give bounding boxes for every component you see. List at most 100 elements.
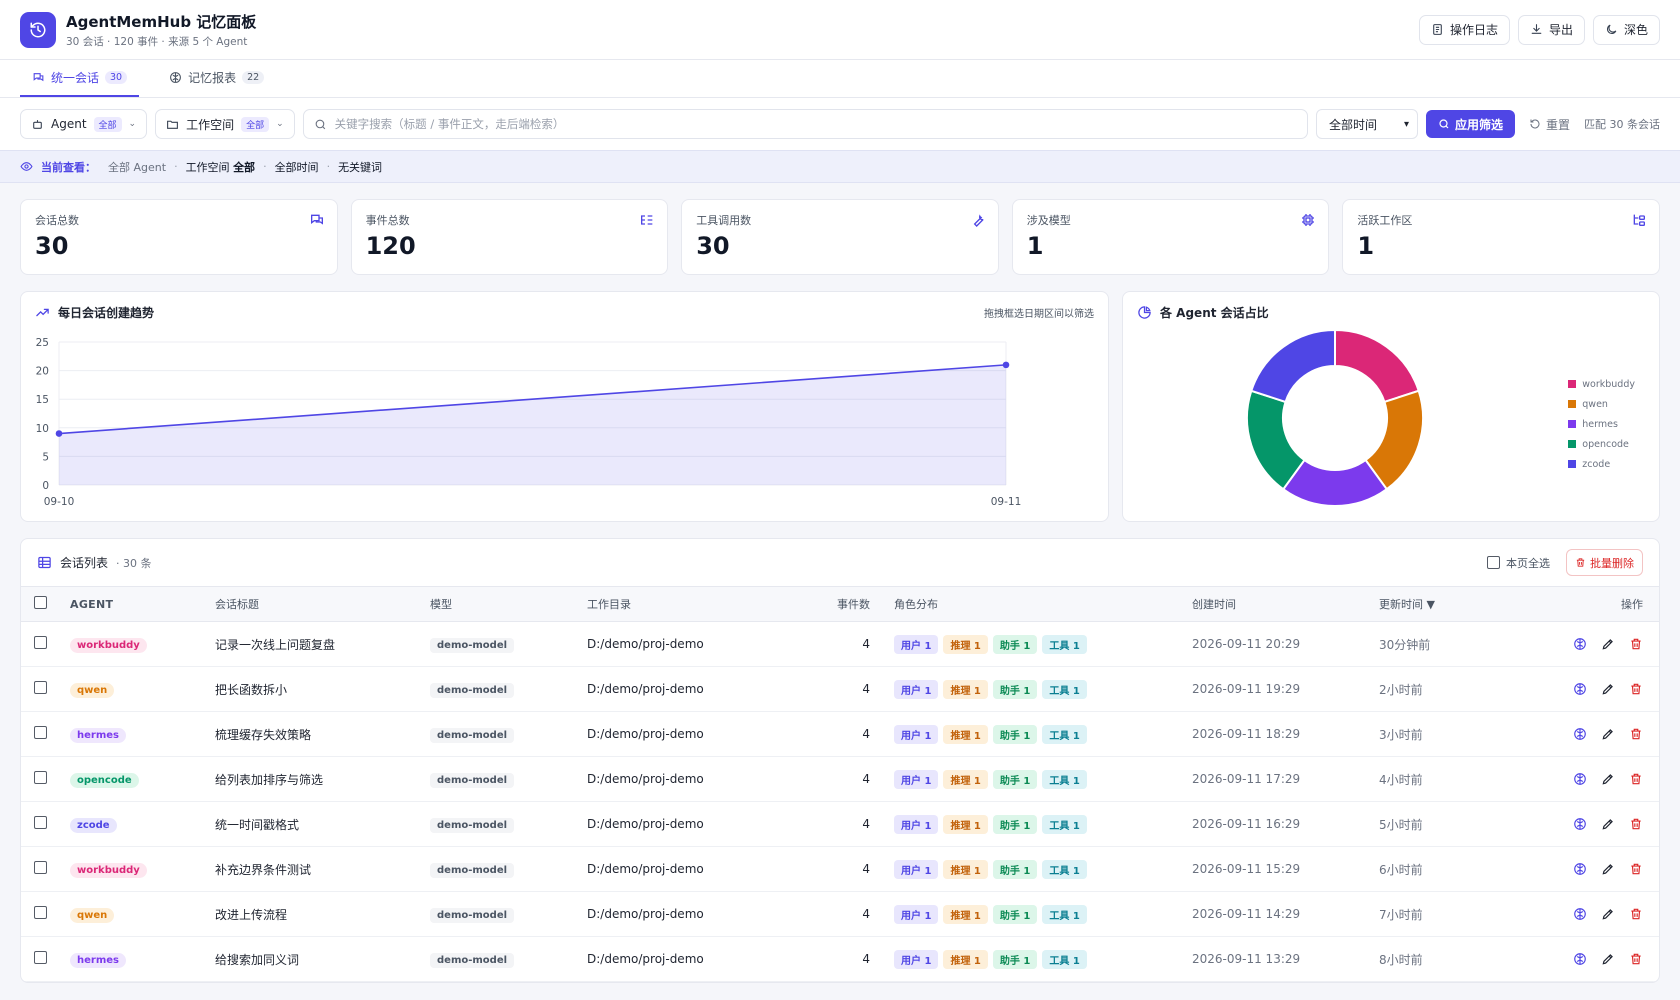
export-button[interactable]: 导出 (1517, 14, 1585, 45)
row-checkbox[interactable] (34, 906, 47, 919)
search-icon (1439, 119, 1449, 129)
bulk-delete-button[interactable]: 批量删除 (1566, 549, 1643, 576)
legend-item-opencode[interactable]: opencode (1568, 434, 1635, 454)
table-row[interactable]: workbuddy 补充边界条件测试 demo-model D:/demo/proj-… (21, 847, 1659, 892)
pencil-icon[interactable] (1601, 907, 1615, 921)
row-checkbox[interactable] (34, 816, 47, 829)
model-tag: demo-model (430, 908, 515, 923)
pencil-icon[interactable] (1601, 817, 1615, 831)
session-title[interactable]: 记录一次线上问题复盘 (215, 637, 336, 652)
row-checkbox[interactable] (34, 951, 47, 964)
search-placeholder: 关键字搜索（标题 / 事件正文，走后端检索） (334, 117, 565, 131)
legend-item-hermes[interactable]: hermes (1568, 414, 1635, 434)
row-checkbox[interactable] (34, 771, 47, 784)
table-row[interactable]: qwen 改进上传流程 demo-model D:/demo/proj-demo 4 用户… (21, 892, 1659, 937)
select-page-toggle[interactable]: 本页全选 (1487, 555, 1550, 571)
created-time: 2026-09-11 14:29 (1192, 907, 1301, 921)
session-title[interactable]: 给搜索加同义词 (215, 952, 300, 967)
event-count: 4 (862, 682, 870, 696)
trend-chart-plot[interactable]: 0 5 10 15 20 25 09-10 09-11 (21, 326, 1108, 521)
trash-icon[interactable] (1629, 637, 1643, 651)
select-page-checkbox[interactable] (1487, 556, 1500, 569)
work-dir: D:/demo/proj-demo (587, 637, 704, 651)
column-header-agent[interactable]: AGENT (70, 597, 114, 611)
table-row[interactable]: zcode 统一时间戳格式 demo-model D:/demo/proj-demo 4… (21, 802, 1659, 847)
trend-point[interactable] (1002, 361, 1010, 369)
trend-chart-card[interactable]: 每日会话创建趋势 拖拽框选日期区间以筛选 0 5 10 15 20 25 09-10 09-1… (20, 291, 1109, 522)
legend-item-zcode[interactable]: zcode (1568, 454, 1635, 474)
session-title[interactable]: 梳理缓存失效策略 (215, 727, 312, 742)
trash-icon[interactable] (1629, 817, 1643, 831)
column-header-model[interactable]: 模型 (430, 598, 452, 611)
work-dir: D:/demo/proj-demo (587, 817, 704, 831)
session-title[interactable]: 把长函数拆小 (215, 682, 288, 697)
session-title[interactable]: 改进上传流程 (215, 907, 288, 922)
pencil-icon[interactable] (1601, 772, 1615, 786)
brain-icon[interactable] (1573, 727, 1587, 741)
table-row[interactable]: workbuddy 记录一次线上问题复盘 demo-model D:/demo/pro… (21, 622, 1659, 667)
role-badge: 工具 1 (1042, 769, 1087, 789)
search-input[interactable]: 关键字搜索（标题 / 事件正文，走后端检索） (302, 109, 1308, 139)
work-dir: D:/demo/proj-demo (587, 682, 704, 696)
donut-slice-zcode[interactable] (1250, 328, 1336, 404)
brain-icon[interactable] (1573, 637, 1587, 651)
legend-label: zcode (1582, 458, 1611, 470)
session-title[interactable]: 补充边界条件测试 (215, 862, 312, 877)
pencil-icon[interactable] (1601, 952, 1615, 966)
model-tag: demo-model (430, 863, 515, 878)
trash-icon[interactable] (1629, 862, 1643, 876)
legend-item-qwen[interactable]: qwen (1568, 394, 1635, 414)
role-badge: 助手 1 (992, 634, 1038, 654)
work-dir: D:/demo/proj-demo (587, 952, 704, 966)
brain-icon[interactable] (1573, 862, 1587, 876)
table-row[interactable]: hermes 梳理缓存失效策略 demo-model D:/demo/proj-dem… (21, 712, 1659, 757)
trash-icon[interactable] (1629, 952, 1643, 966)
pencil-icon[interactable] (1601, 682, 1615, 696)
oplog-button[interactable]: 操作日志 (1418, 14, 1510, 45)
donut-slice-workbuddy[interactable] (1334, 328, 1420, 404)
select-all-checkbox[interactable] (34, 596, 47, 609)
column-header-created[interactable]: 创建时间 (1192, 598, 1236, 611)
pencil-icon[interactable] (1601, 862, 1615, 876)
trash-icon[interactable] (1629, 727, 1643, 741)
workspace-filter-select[interactable]: 工作空间 全部 ⌄ (155, 109, 295, 139)
brain-icon[interactable] (1573, 952, 1587, 966)
brain-icon[interactable] (1573, 817, 1587, 831)
brain-icon[interactable] (1573, 682, 1587, 696)
table-row[interactable]: hermes 给搜索加同义词 demo-model D:/demo/proj-demo… (21, 937, 1659, 982)
trash-icon[interactable] (1629, 682, 1643, 696)
row-checkbox[interactable] (34, 726, 47, 739)
current-view-workspace-value: 全部 (233, 160, 256, 174)
theme-toggle-button[interactable]: 深色 (1592, 14, 1660, 45)
created-time: 2026-09-11 13:29 (1192, 952, 1301, 966)
row-checkbox[interactable] (34, 681, 47, 694)
legend-item-workbuddy[interactable]: workbuddy (1568, 374, 1635, 394)
table-row[interactable]: opencode 给列表加排序与筛选 demo-model D:/demo/proj-… (21, 757, 1659, 802)
brain-icon (170, 71, 182, 83)
column-header-events[interactable]: 事件数 (837, 598, 870, 611)
time-range-select[interactable]: 全部时间 ▾ (1315, 109, 1418, 139)
agent-filter-select[interactable]: Agent 全部 ⌄ (20, 109, 148, 139)
table-row[interactable]: qwen 把长函数拆小 demo-model D:/demo/proj-demo 4 用户… (21, 667, 1659, 712)
reset-button[interactable]: 重置 (1523, 116, 1576, 133)
apply-filter-button[interactable]: 应用筛选 (1425, 110, 1515, 138)
row-checkbox[interactable] (34, 861, 47, 874)
column-header-updated[interactable]: 更新时间 ▼ (1379, 598, 1435, 611)
session-title[interactable]: 统一时间戳格式 (215, 817, 300, 832)
tab-sessions-label: 统一会话 (51, 70, 100, 85)
tab-reports[interactable]: 记忆报表 22 (157, 59, 276, 97)
trash-icon[interactable] (1629, 772, 1643, 786)
session-title[interactable]: 给列表加排序与筛选 (215, 772, 324, 787)
trend-point[interactable] (55, 430, 63, 437)
tab-sessions[interactable]: 统一会话 30 (20, 59, 140, 97)
trash-icon[interactable] (1629, 907, 1643, 921)
column-header-dir[interactable]: 工作目录 (587, 598, 631, 611)
pencil-icon[interactable] (1601, 637, 1615, 651)
event-count: 4 (862, 952, 870, 966)
row-checkbox[interactable] (34, 636, 47, 649)
bulk-delete-label: 批量删除 (1590, 556, 1634, 570)
pencil-icon[interactable] (1601, 727, 1615, 741)
column-header-title[interactable]: 会话标题 (215, 598, 259, 611)
brain-icon[interactable] (1573, 772, 1587, 786)
brain-icon[interactable] (1573, 907, 1587, 921)
